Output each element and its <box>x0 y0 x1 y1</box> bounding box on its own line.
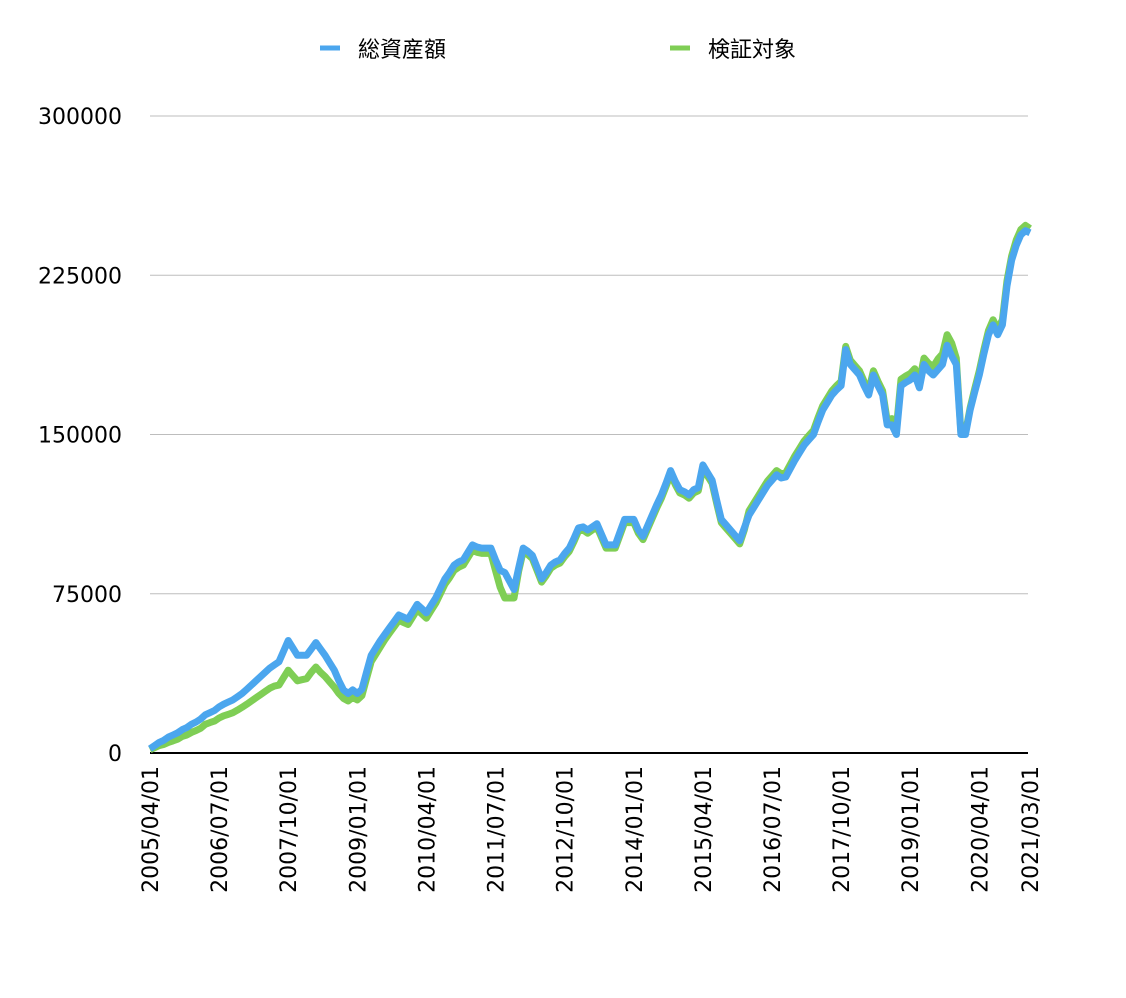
y-tick-label: 0 <box>108 742 122 767</box>
legend-label: 総資産額 <box>358 38 446 63</box>
x-tick-label: 2005/04/01 <box>139 766 164 893</box>
y-tick-label: 150000 <box>38 424 122 449</box>
x-tick-label: 2010/04/01 <box>415 766 440 893</box>
x-tick-label: 2019/01/01 <box>899 766 924 893</box>
x-tick-label: 2007/10/01 <box>277 766 302 893</box>
y-tick-label: 300000 <box>38 105 122 130</box>
y-tick-label: 225000 <box>38 264 122 289</box>
series-line <box>148 227 1032 752</box>
series-line <box>148 221 1032 753</box>
x-tick-label: 2015/04/01 <box>692 766 717 893</box>
x-tick-label: 2020/04/01 <box>968 766 993 893</box>
legend-label: 検証対象 <box>708 38 796 63</box>
x-tick-label: 2017/10/01 <box>830 766 855 893</box>
x-tick-label: 2014/01/01 <box>623 766 648 893</box>
x-tick-label: 2006/07/01 <box>208 766 233 893</box>
x-tick-label: 2009/01/01 <box>346 766 371 893</box>
x-tick-label: 2016/07/01 <box>761 766 786 893</box>
x-tick-label: 2012/10/01 <box>554 766 579 893</box>
x-tick-label: 2021/03/01 <box>1019 766 1044 893</box>
x-tick-label: 2011/07/01 <box>485 766 510 893</box>
y-tick-label: 75000 <box>52 583 122 608</box>
